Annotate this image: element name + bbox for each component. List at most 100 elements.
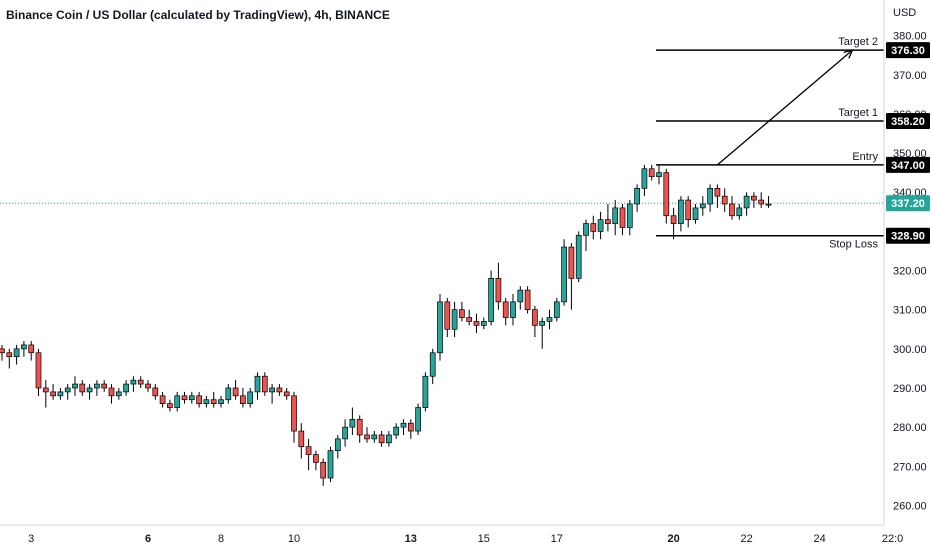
candle[interactable] [123, 380, 129, 396]
candle[interactable] [597, 211, 604, 240]
candle[interactable] [196, 391, 202, 408]
candle[interactable] [539, 317, 546, 349]
candle[interactable] [546, 309, 553, 330]
candle[interactable] [714, 184, 721, 208]
candle[interactable] [174, 391, 181, 412]
candle[interactable] [130, 376, 137, 392]
candle[interactable] [685, 196, 692, 228]
candle[interactable] [57, 387, 64, 400]
candle[interactable] [634, 184, 640, 212]
candle[interactable] [101, 380, 108, 392]
candle[interactable] [641, 164, 648, 197]
candle[interactable] [670, 207, 677, 240]
candle[interactable] [6, 348, 13, 369]
candle[interactable] [218, 395, 224, 408]
candle[interactable] [291, 391, 297, 443]
candle[interactable] [415, 403, 421, 435]
candle[interactable] [94, 380, 100, 396]
candle[interactable] [583, 219, 589, 251]
candle[interactable] [510, 294, 516, 326]
candle[interactable] [663, 168, 670, 224]
candle[interactable] [298, 423, 305, 459]
candle[interactable] [473, 313, 480, 334]
candle[interactable] [459, 301, 465, 322]
candle[interactable] [240, 387, 246, 408]
candle[interactable] [108, 384, 115, 404]
candle[interactable] [524, 286, 531, 314]
candle[interactable] [678, 196, 684, 232]
candle[interactable] [451, 301, 458, 338]
candle[interactable] [364, 427, 370, 443]
candle[interactable] [152, 384, 159, 400]
candle[interactable] [729, 196, 735, 220]
candle[interactable] [225, 384, 232, 404]
candle[interactable] [327, 446, 334, 482]
candle[interactable] [349, 407, 356, 435]
candle[interactable] [707, 184, 713, 212]
candle[interactable] [320, 458, 327, 486]
candle[interactable] [334, 434, 341, 459]
candle[interactable] [28, 341, 35, 361]
candle[interactable] [429, 348, 436, 385]
candle[interactable] [13, 344, 20, 365]
candle[interactable] [181, 391, 188, 404]
candle[interactable] [342, 419, 348, 447]
candle[interactable] [422, 372, 429, 412]
candle[interactable] [35, 348, 42, 396]
candle[interactable] [437, 294, 443, 361]
candle[interactable] [0, 344, 5, 361]
candle[interactable] [480, 317, 487, 330]
candle[interactable] [356, 415, 363, 443]
candle[interactable] [400, 419, 407, 435]
candle[interactable] [626, 200, 633, 236]
candle[interactable] [313, 450, 319, 471]
candle[interactable] [64, 384, 71, 400]
candle[interactable] [393, 423, 400, 439]
candle[interactable] [743, 192, 750, 216]
candle[interactable] [648, 164, 655, 181]
candle[interactable] [276, 384, 283, 396]
candle[interactable] [699, 196, 706, 216]
candle[interactable] [247, 387, 254, 408]
candle[interactable] [145, 380, 151, 392]
candle[interactable] [188, 391, 195, 404]
candle[interactable] [261, 372, 268, 396]
candle[interactable] [42, 380, 49, 408]
candle[interactable] [466, 309, 473, 326]
candle[interactable] [167, 399, 173, 412]
candle[interactable] [736, 203, 743, 220]
candle[interactable] [751, 192, 757, 208]
candle[interactable] [495, 262, 502, 310]
candle[interactable] [21, 341, 27, 357]
candle[interactable] [605, 203, 611, 232]
candle[interactable] [532, 305, 538, 338]
candle[interactable] [115, 387, 122, 400]
projection-arrow-line[interactable] [716, 49, 853, 166]
candle[interactable] [444, 297, 451, 338]
candle[interactable] [568, 243, 575, 310]
candle[interactable] [232, 380, 239, 400]
candle[interactable] [765, 196, 772, 208]
candle[interactable] [692, 203, 699, 224]
candle[interactable] [203, 395, 210, 408]
candle[interactable] [79, 380, 86, 396]
candle[interactable] [159, 391, 166, 408]
candle[interactable] [758, 192, 765, 208]
candle[interactable] [590, 215, 597, 240]
candle[interactable] [612, 200, 619, 236]
candle[interactable] [575, 231, 582, 283]
candle[interactable] [721, 188, 728, 212]
candle[interactable] [305, 438, 312, 471]
candle[interactable] [254, 372, 261, 400]
candle[interactable] [561, 239, 567, 306]
candle[interactable] [210, 391, 217, 408]
candle[interactable] [72, 376, 78, 396]
candle[interactable] [86, 384, 93, 400]
candle[interactable] [137, 376, 144, 388]
candle[interactable] [50, 384, 56, 400]
candle[interactable] [517, 286, 524, 310]
candle[interactable] [407, 419, 414, 439]
candle[interactable] [386, 431, 392, 447]
candle[interactable] [619, 203, 626, 236]
